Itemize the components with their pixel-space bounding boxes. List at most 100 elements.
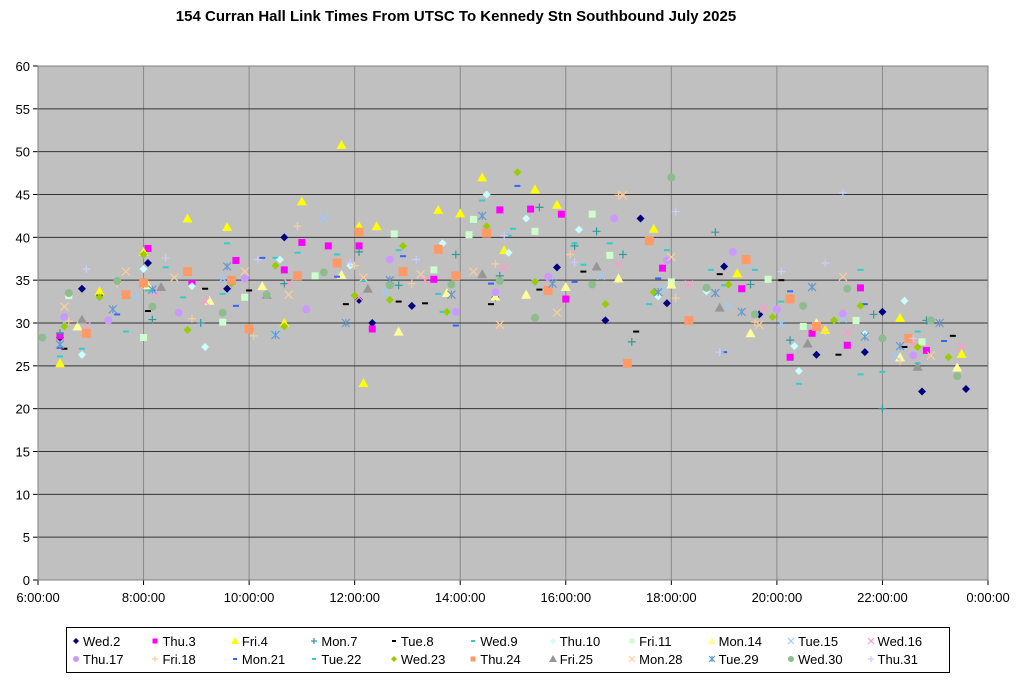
data-point [222, 222, 233, 232]
y-tick-label: 40 [16, 230, 30, 245]
data-point [622, 358, 632, 368]
data-point [750, 310, 759, 319]
data-point [82, 265, 91, 274]
data-point [477, 269, 488, 279]
data-point [355, 242, 363, 250]
data-point [895, 341, 905, 351]
data-point [504, 248, 513, 257]
y-tick-label: 35 [16, 273, 30, 288]
data-point [802, 338, 813, 348]
legend-marker [230, 637, 239, 644]
data-point [878, 334, 887, 343]
data-point [878, 404, 887, 413]
legend-label: Mon.14 [718, 633, 762, 649]
data-point [614, 191, 623, 200]
data-point [653, 287, 663, 297]
series-fri-25 [76, 261, 923, 371]
data-point [562, 295, 570, 303]
legend-item: Mon.7 [309, 634, 388, 649]
data-point [702, 283, 711, 292]
legend-marker-icon [232, 658, 237, 660]
data-point [319, 214, 329, 223]
data-point [944, 353, 953, 362]
legend-label: Fri.11 [639, 633, 672, 649]
data-point [280, 266, 288, 274]
data-point [280, 322, 289, 331]
data-point [596, 271, 606, 281]
data-point [222, 262, 232, 271]
data-point [174, 308, 183, 317]
data-point [745, 328, 756, 338]
data-point [77, 350, 86, 359]
data-point [957, 342, 967, 352]
data-point [531, 227, 539, 235]
legend-item: Thu.24 [468, 652, 547, 667]
legend-marker [152, 638, 158, 644]
data-point [794, 366, 803, 375]
data-point [139, 250, 148, 259]
data-point [302, 305, 311, 314]
data-point [543, 285, 553, 295]
legend-marker-icon [788, 656, 795, 662]
data-point [570, 258, 579, 267]
data-point [104, 316, 113, 325]
data-point [821, 327, 830, 336]
legend-label: Fri.18 [162, 651, 196, 667]
y-tick-label: 15 [16, 445, 30, 460]
data-point [76, 314, 87, 324]
legend-marker-icon [628, 655, 636, 663]
data-point [618, 250, 627, 259]
legend-marker-icon [787, 637, 795, 645]
data-point [292, 271, 302, 281]
legend-label: Wed.30 [798, 651, 843, 667]
legend-marker-icon [707, 637, 716, 644]
legend-item: Wed.23 [389, 652, 468, 667]
legend-label: Wed.23 [400, 651, 446, 667]
data-point [812, 350, 821, 359]
legend-item: Tue.29 [707, 652, 786, 667]
data-point [271, 261, 280, 270]
data-point [311, 272, 319, 280]
legend-marker [707, 637, 716, 644]
data-point [218, 308, 227, 317]
legend-item: Tue.22 [309, 652, 388, 667]
data-point [552, 308, 562, 318]
legend-marker [73, 638, 79, 644]
data-point [204, 295, 215, 305]
data-point [482, 190, 491, 199]
legend-marker-icon [73, 656, 79, 662]
data-point [644, 236, 654, 246]
x-tick-label: 16:00:00 [540, 590, 591, 605]
data-point [786, 336, 795, 345]
legend-item: Thu.3 [150, 634, 229, 649]
data-point [64, 289, 73, 298]
data-point [912, 361, 923, 371]
legend-marker [867, 656, 874, 662]
data-point [38, 333, 47, 342]
data-point [956, 348, 967, 358]
legend-marker-icon [708, 655, 716, 663]
legend-marker-icon [312, 658, 317, 660]
y-tick-label: 0 [23, 573, 30, 588]
data-point [477, 211, 487, 221]
data-point [714, 302, 725, 312]
data-point [108, 304, 118, 314]
data-point [521, 289, 532, 299]
x-tick-label: 12:00:00 [329, 590, 380, 605]
data-point [838, 272, 848, 282]
data-point [918, 338, 926, 346]
legend-marker [867, 637, 874, 645]
data-point [588, 210, 596, 218]
data-point [926, 316, 935, 325]
legend-label: Fri.4 [241, 633, 268, 649]
data-point [130, 292, 140, 302]
data-point [658, 284, 667, 294]
data-point [491, 259, 500, 268]
data-point [842, 327, 852, 337]
x-tick-label: 22:00:00 [857, 590, 908, 605]
data-point [764, 275, 772, 283]
data-point [394, 281, 403, 290]
y-tick-label: 45 [16, 188, 30, 203]
y-tick-label: 20 [16, 402, 30, 417]
chart-title: 154 Curran Hall Link Times From UTSC To … [175, 8, 737, 25]
